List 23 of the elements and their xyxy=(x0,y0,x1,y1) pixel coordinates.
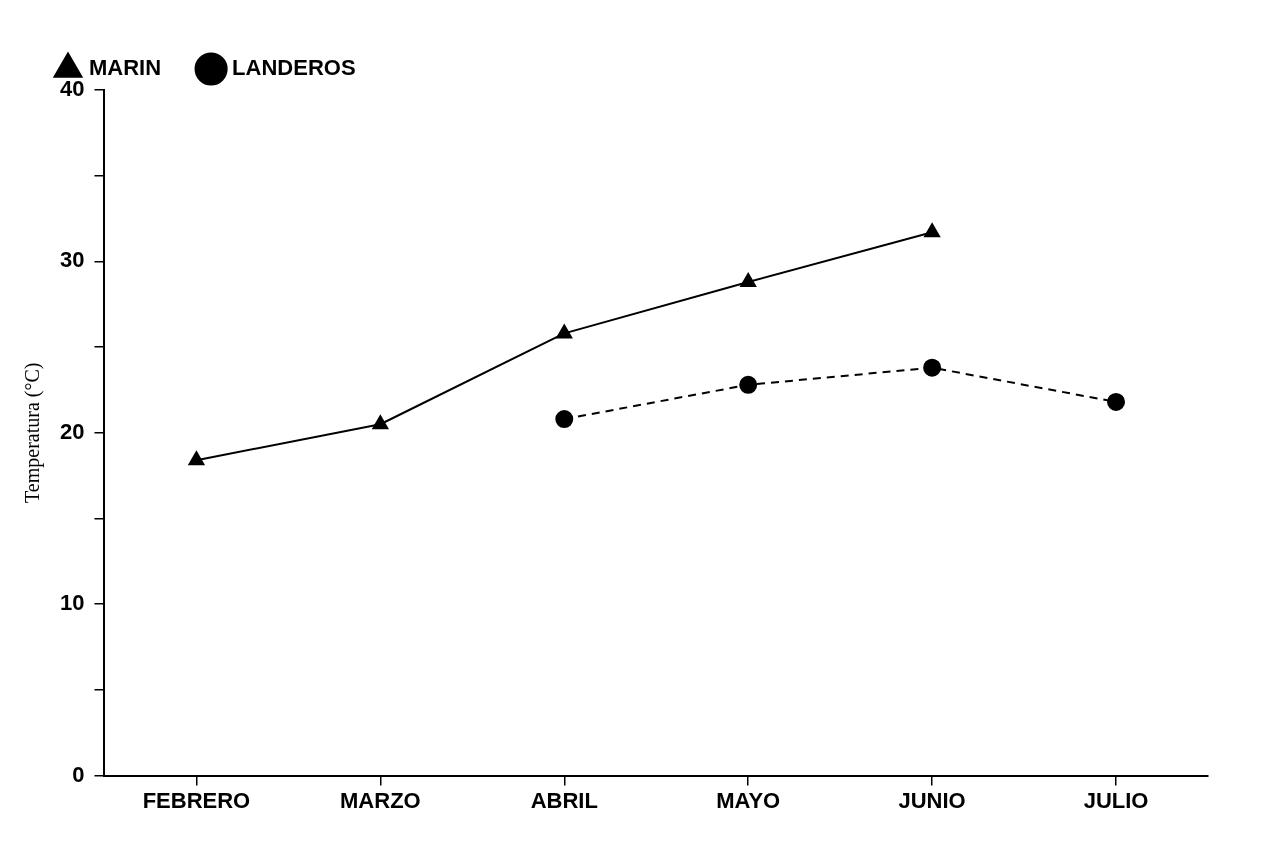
x-tick-label: JULIO xyxy=(1083,787,1149,813)
y-tick-label: 0 xyxy=(72,761,85,787)
point xyxy=(740,272,757,287)
x-tick-label: MAYO xyxy=(716,787,781,813)
legend-label: MARIN xyxy=(89,55,162,81)
point xyxy=(739,375,758,394)
x-tick-label: JUNIO xyxy=(898,787,966,813)
y-tick-label: 40 xyxy=(59,76,85,102)
x-tick-label: MARZO xyxy=(340,787,421,813)
point xyxy=(188,451,205,466)
point xyxy=(556,324,573,339)
y-tick-label: 30 xyxy=(59,247,85,273)
point xyxy=(924,223,941,238)
point xyxy=(372,415,389,430)
point xyxy=(1107,392,1126,411)
x-tick-label: ABRIL xyxy=(530,787,598,813)
point xyxy=(555,410,574,429)
legend-label: LANDEROS xyxy=(232,55,356,81)
point xyxy=(923,358,942,377)
y-tick-label: 20 xyxy=(59,418,85,444)
y-tick-label: 10 xyxy=(59,590,85,616)
x-tick-label: FEBRERO xyxy=(142,787,251,813)
y-axis-title: Temperatura (°C) xyxy=(21,362,45,504)
